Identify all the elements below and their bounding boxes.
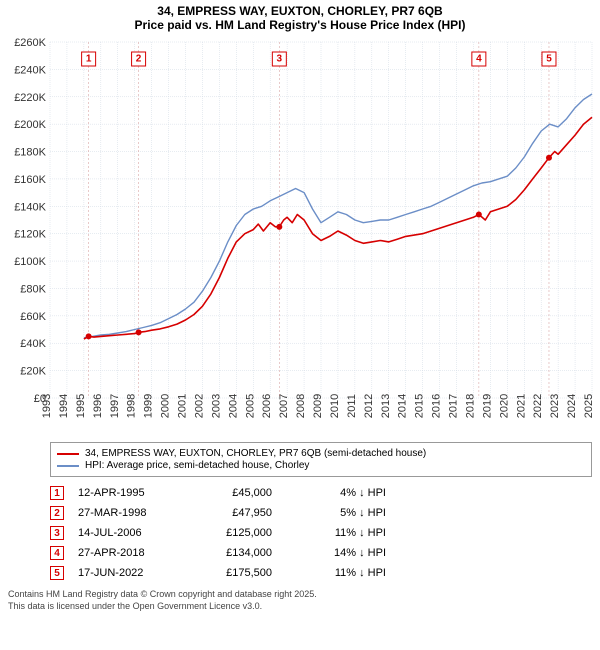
svg-text:1996: 1996 (92, 394, 104, 418)
svg-text:2020: 2020 (498, 394, 510, 418)
svg-text:1998: 1998 (126, 394, 138, 418)
sale-marker-box: 5 (50, 566, 64, 580)
chart-svg: £0£20K£40K£60K£80K£100K£120K£140K£160K£1… (0, 38, 600, 436)
sale-diff: 5% ↓ HPI (286, 507, 386, 519)
svg-text:2001: 2001 (177, 394, 189, 418)
table-row: 1 12-APR-1995 £45,000 4% ↓ HPI (50, 483, 592, 503)
sale-marker-box: 4 (50, 546, 64, 560)
svg-text:2: 2 (136, 54, 142, 65)
svg-text:£240K: £240K (14, 64, 46, 76)
svg-text:1995: 1995 (75, 394, 87, 418)
sale-diff: 11% ↓ HPI (286, 527, 386, 539)
footer-text: Contains HM Land Registry data © Crown c… (8, 589, 592, 612)
svg-text:£120K: £120K (14, 229, 46, 241)
footer-line-2: This data is licensed under the Open Gov… (8, 601, 592, 613)
svg-text:5: 5 (546, 54, 552, 65)
sale-price: £175,500 (192, 567, 272, 579)
sale-date: 17-JUN-2022 (78, 567, 178, 579)
legend-swatch (57, 465, 79, 467)
svg-text:4: 4 (476, 54, 482, 65)
sales-table: 1 12-APR-1995 £45,000 4% ↓ HPI 2 27-MAR-1998 £… (50, 483, 592, 583)
svg-text:2024: 2024 (566, 394, 578, 418)
svg-text:£80K: £80K (20, 283, 46, 295)
svg-text:2023: 2023 (549, 394, 561, 418)
chart-title: 34, EMPRESS WAY, EUXTON, CHORLEY, PR7 6Q… (0, 0, 600, 18)
footer-line-1: Contains HM Land Registry data © Crown c… (8, 589, 592, 601)
svg-text:2022: 2022 (532, 394, 544, 418)
svg-text:2000: 2000 (160, 394, 172, 418)
sale-price: £45,000 (192, 487, 272, 499)
table-row: 4 27-APR-2018 £134,000 14% ↓ HPI (50, 543, 592, 563)
svg-text:2018: 2018 (464, 394, 476, 418)
svg-text:1997: 1997 (109, 394, 121, 418)
sale-date: 27-APR-2018 (78, 547, 178, 559)
sale-date: 12-APR-1995 (78, 487, 178, 499)
sale-price: £134,000 (192, 547, 272, 559)
sale-diff: 14% ↓ HPI (286, 547, 386, 559)
svg-text:2002: 2002 (193, 394, 205, 418)
svg-text:2006: 2006 (261, 394, 273, 418)
legend-label: 34, EMPRESS WAY, EUXTON, CHORLEY, PR7 6Q… (85, 448, 426, 459)
svg-text:1994: 1994 (58, 394, 70, 418)
svg-text:2015: 2015 (414, 394, 426, 418)
table-row: 2 27-MAR-1998 £47,950 5% ↓ HPI (50, 503, 592, 523)
legend-item: HPI: Average price, semi-detached house,… (57, 460, 585, 471)
table-row: 3 14-JUL-2006 £125,000 11% ↓ HPI (50, 523, 592, 543)
svg-text:2007: 2007 (278, 394, 290, 418)
svg-text:2014: 2014 (397, 394, 409, 418)
svg-text:£160K: £160K (14, 174, 46, 186)
legend-swatch (57, 453, 79, 455)
svg-text:£20K: £20K (20, 366, 46, 378)
svg-text:1999: 1999 (143, 394, 155, 418)
svg-text:2003: 2003 (210, 394, 222, 418)
sale-marker-box: 2 (50, 506, 64, 520)
sale-price: £125,000 (192, 527, 272, 539)
chart-area: £0£20K£40K£60K£80K£100K£120K£140K£160K£1… (0, 38, 600, 436)
sale-date: 14-JUL-2006 (78, 527, 178, 539)
svg-text:2019: 2019 (481, 394, 493, 418)
table-row: 5 17-JUN-2022 £175,500 11% ↓ HPI (50, 563, 592, 583)
svg-text:2008: 2008 (295, 394, 307, 418)
svg-text:2012: 2012 (363, 394, 375, 418)
svg-text:2017: 2017 (448, 394, 460, 418)
svg-text:£260K: £260K (14, 38, 46, 49)
legend-box: 34, EMPRESS WAY, EUXTON, CHORLEY, PR7 6Q… (50, 442, 592, 477)
svg-text:2009: 2009 (312, 394, 324, 418)
chart-subtitle: Price paid vs. HM Land Registry's House … (0, 18, 600, 38)
sale-marker-box: 3 (50, 526, 64, 540)
svg-text:£200K: £200K (14, 119, 46, 131)
sale-price: £47,950 (192, 507, 272, 519)
svg-text:£60K: £60K (20, 311, 46, 323)
svg-text:£220K: £220K (14, 92, 46, 104)
svg-text:2004: 2004 (227, 394, 239, 418)
svg-text:1: 1 (86, 54, 92, 65)
sale-diff: 11% ↓ HPI (286, 567, 386, 579)
svg-text:2005: 2005 (244, 394, 256, 418)
svg-text:2010: 2010 (329, 394, 341, 418)
svg-text:2021: 2021 (515, 394, 527, 418)
svg-text:£180K: £180K (14, 147, 46, 159)
svg-text:1993: 1993 (41, 394, 53, 418)
svg-text:2025: 2025 (583, 394, 595, 418)
legend-label: HPI: Average price, semi-detached house,… (85, 460, 309, 471)
svg-text:2016: 2016 (431, 394, 443, 418)
svg-text:3: 3 (277, 54, 283, 65)
svg-text:£140K: £140K (14, 201, 46, 213)
svg-text:2013: 2013 (380, 394, 392, 418)
sale-marker-box: 1 (50, 486, 64, 500)
legend-item: 34, EMPRESS WAY, EUXTON, CHORLEY, PR7 6Q… (57, 448, 585, 459)
sale-diff: 4% ↓ HPI (286, 487, 386, 499)
svg-text:£100K: £100K (14, 256, 46, 268)
sale-date: 27-MAR-1998 (78, 507, 178, 519)
svg-text:2011: 2011 (346, 394, 358, 418)
svg-text:£40K: £40K (20, 338, 46, 350)
